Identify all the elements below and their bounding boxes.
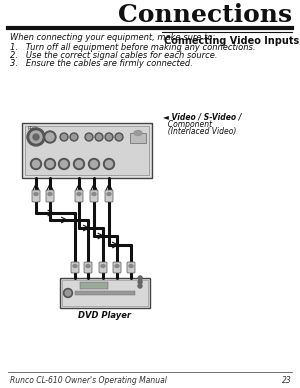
Circle shape (76, 161, 82, 168)
Circle shape (70, 133, 78, 141)
Circle shape (44, 159, 56, 170)
Text: 1.   Turn off all equipment before making any connections.: 1. Turn off all equipment before making … (10, 43, 256, 52)
Circle shape (85, 133, 93, 141)
Text: ◄ Video / S-Video /: ◄ Video / S-Video / (163, 113, 242, 122)
Text: 2.   Use the correct signal cables for each source.: 2. Use the correct signal cables for eac… (10, 51, 218, 60)
Text: 3.   Ensure the cables are firmly connected.: 3. Ensure the cables are firmly connecte… (10, 59, 193, 68)
Circle shape (138, 276, 142, 280)
Ellipse shape (86, 265, 90, 267)
FancyBboxPatch shape (32, 190, 40, 202)
Ellipse shape (115, 265, 119, 267)
Circle shape (95, 133, 103, 141)
Circle shape (71, 135, 76, 140)
Bar (75, 291, 135, 295)
FancyBboxPatch shape (127, 262, 135, 273)
Bar (25, 126, 149, 175)
Bar (80, 282, 108, 289)
Circle shape (74, 159, 85, 170)
Circle shape (58, 159, 70, 170)
Circle shape (60, 133, 68, 141)
Circle shape (64, 289, 73, 298)
Ellipse shape (34, 192, 38, 196)
Circle shape (46, 133, 54, 141)
FancyBboxPatch shape (105, 190, 113, 202)
FancyBboxPatch shape (99, 262, 107, 273)
Circle shape (61, 135, 67, 140)
Circle shape (46, 161, 53, 168)
Ellipse shape (134, 130, 142, 135)
Circle shape (138, 284, 142, 288)
Circle shape (88, 159, 100, 170)
Circle shape (32, 161, 40, 168)
Ellipse shape (48, 192, 52, 196)
FancyBboxPatch shape (84, 262, 92, 273)
Ellipse shape (73, 265, 77, 267)
Bar (22, 123, 152, 178)
Circle shape (97, 135, 101, 140)
Bar (60, 278, 150, 308)
Circle shape (27, 128, 45, 146)
FancyBboxPatch shape (71, 262, 79, 273)
Circle shape (91, 161, 98, 168)
Text: Component: Component (163, 120, 212, 129)
Circle shape (31, 159, 41, 170)
Text: Runco CL-610 Owner's Operating Manual: Runco CL-610 Owner's Operating Manual (10, 376, 167, 385)
FancyBboxPatch shape (46, 190, 54, 202)
Ellipse shape (92, 192, 96, 196)
Circle shape (138, 280, 142, 284)
Text: 23: 23 (282, 376, 292, 385)
Text: (Interlaced Video): (Interlaced Video) (163, 127, 236, 136)
Ellipse shape (101, 265, 105, 267)
Circle shape (61, 161, 68, 168)
Text: PRO: PRO (28, 126, 38, 131)
Circle shape (86, 135, 92, 140)
Ellipse shape (107, 192, 111, 196)
FancyBboxPatch shape (113, 262, 121, 273)
Circle shape (44, 131, 56, 143)
FancyBboxPatch shape (75, 190, 83, 202)
Bar (62, 280, 148, 306)
Circle shape (115, 133, 123, 141)
Circle shape (33, 134, 39, 140)
FancyBboxPatch shape (90, 190, 98, 202)
Ellipse shape (129, 265, 133, 267)
Circle shape (105, 133, 113, 141)
Ellipse shape (77, 192, 81, 196)
Text: Connections: Connections (118, 3, 292, 27)
Circle shape (30, 131, 42, 143)
Text: Connecting Video Inputs: Connecting Video Inputs (164, 36, 299, 46)
Circle shape (106, 135, 112, 140)
Text: DVD Player: DVD Player (79, 311, 131, 320)
Circle shape (106, 161, 112, 168)
Circle shape (65, 290, 71, 296)
Text: When connecting your equipment, make sure to:: When connecting your equipment, make sur… (10, 33, 215, 42)
Circle shape (116, 135, 122, 140)
Circle shape (103, 159, 115, 170)
Bar (130, 133, 146, 143)
